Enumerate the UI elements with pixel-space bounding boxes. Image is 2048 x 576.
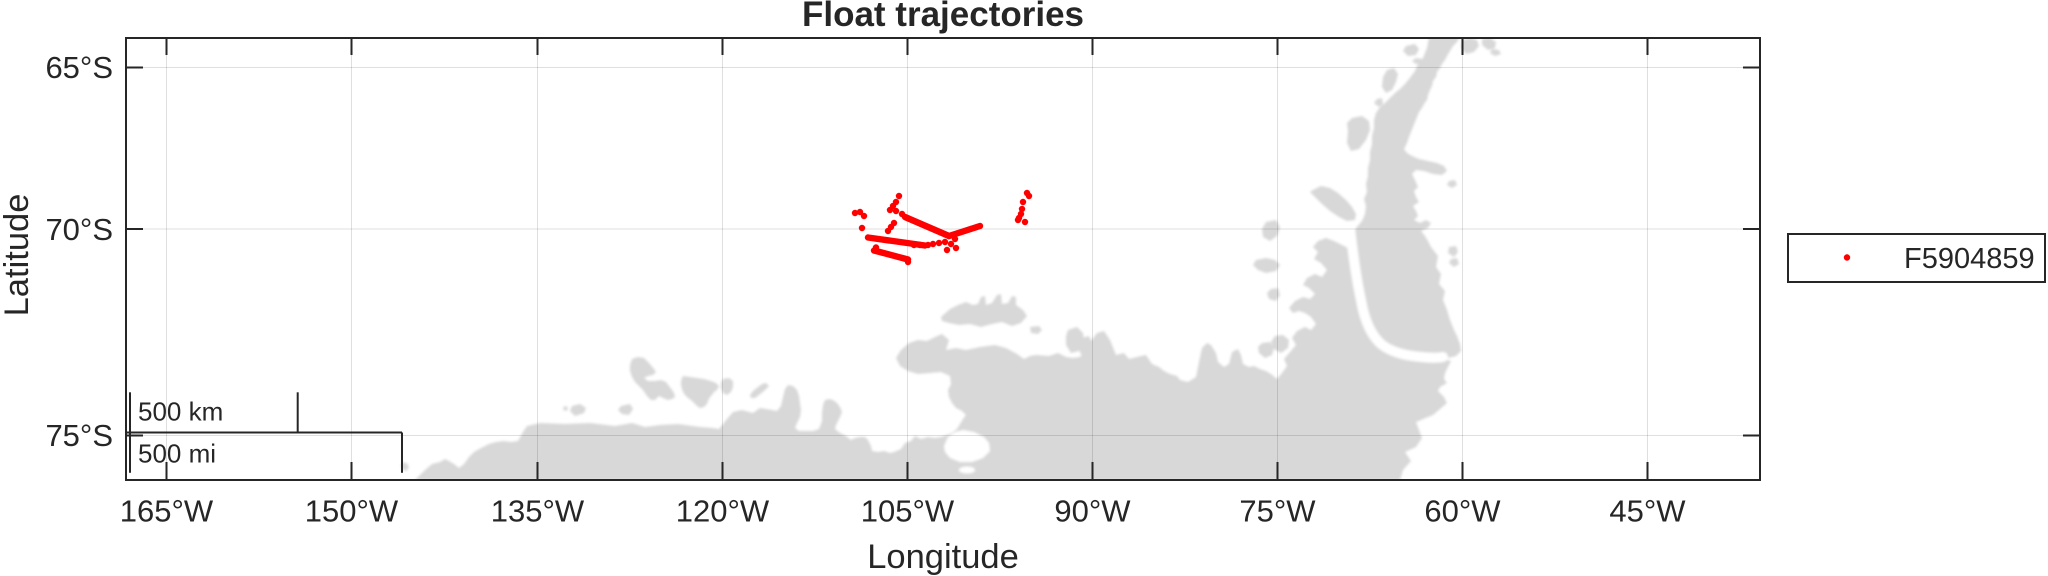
svg-text:165°W: 165°W — [120, 494, 214, 529]
svg-text:70°S: 70°S — [45, 212, 113, 247]
svg-text:65°S: 65°S — [45, 50, 113, 85]
svg-text:Longitude: Longitude — [867, 538, 1019, 576]
svg-text:75°S: 75°S — [45, 418, 113, 453]
svg-text:F5904859: F5904859 — [1904, 243, 2035, 275]
svg-text:60°W: 60°W — [1424, 494, 1501, 529]
svg-text:105°W: 105°W — [861, 494, 955, 529]
svg-text:500 mi: 500 mi — [138, 439, 216, 469]
svg-text:75°W: 75°W — [1239, 494, 1316, 529]
svg-text:90°W: 90°W — [1054, 494, 1131, 529]
svg-text:150°W: 150°W — [305, 494, 399, 529]
svg-text:120°W: 120°W — [676, 494, 770, 529]
svg-text:Latitude: Latitude — [0, 194, 36, 317]
svg-text:135°W: 135°W — [491, 494, 585, 529]
svg-text:Float trajectories: Float trajectories — [802, 0, 1084, 34]
svg-text:45°W: 45°W — [1609, 494, 1686, 529]
svg-text:500 km: 500 km — [138, 397, 223, 427]
